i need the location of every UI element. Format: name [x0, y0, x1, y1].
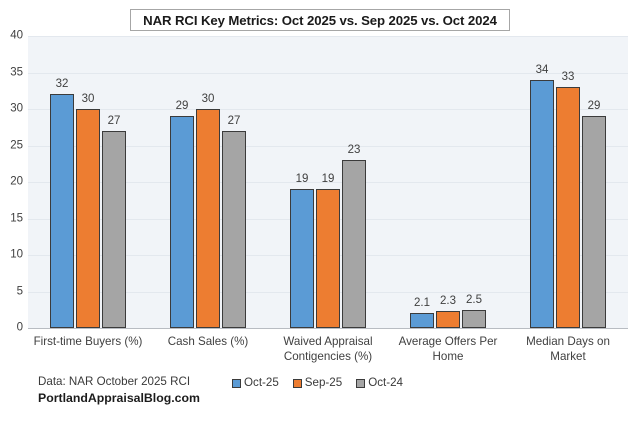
y-axis-tick-label: 15: [10, 211, 23, 224]
y-axis-tick-label: 10: [10, 248, 23, 261]
x-axis-category-line: Waived Appraisal: [283, 335, 373, 348]
x-axis-category-line: First-time Buyers (%): [33, 335, 143, 348]
y-axis-tick-label: 35: [10, 65, 23, 78]
data-source-note: Data: NAR October 2025 RCI: [38, 375, 191, 388]
legend-item[interactable]: Oct-25: [232, 377, 279, 389]
bar[interactable]: [462, 309, 486, 328]
bar-group: 29 30 27: [170, 36, 246, 328]
chart-legend: Oct-25 Sep-25 Oct-24: [232, 375, 417, 391]
chart-title: NAR RCI Key Metrics: Oct 2025 vs. Sep 20…: [130, 9, 510, 31]
bar-value-label: 2.5: [466, 293, 482, 306]
x-axis-category-label: Average Offers Per Home: [388, 334, 508, 364]
legend-label: Sep-25: [304, 376, 343, 390]
bar-value-label: 23: [347, 144, 361, 157]
bar[interactable]: [556, 87, 580, 328]
bar[interactable]: [342, 160, 366, 328]
gridline: [28, 182, 628, 183]
y-axis-tick-label: 25: [10, 138, 23, 151]
legend-item[interactable]: Oct-24: [356, 377, 403, 389]
x-axis-category-line: Average Offers Per: [398, 335, 498, 348]
legend-item[interactable]: Sep-25: [292, 376, 343, 390]
bar[interactable]: [410, 312, 434, 328]
bar[interactable]: [76, 109, 100, 328]
x-axis-category-label: First-time Buyers (%): [28, 334, 148, 349]
bar-value-label: 27: [107, 114, 121, 127]
bar[interactable]: [222, 130, 246, 328]
x-axis-category-line: Market: [550, 350, 586, 363]
x-axis-category-line: Median Days on: [526, 335, 610, 348]
bar-value-label: 33: [561, 71, 575, 84]
x-axis-category-line: Home: [432, 350, 464, 363]
bar[interactable]: [530, 79, 554, 328]
bar-group: 19 19 23: [290, 36, 366, 328]
x-axis-category-label: Median Days on Market: [508, 334, 628, 364]
legend-swatch-icon: [356, 378, 366, 388]
bar-value-label: 27: [227, 114, 241, 127]
x-axis-category-line: Contigencies (%): [283, 350, 373, 363]
bar-value-label: 2.3: [440, 295, 456, 308]
bar-value-label: 32: [55, 78, 69, 91]
bar-group: 34 33 29: [530, 36, 606, 328]
bar-value-label: 29: [587, 100, 601, 113]
bar[interactable]: [170, 116, 194, 328]
x-axis-category-label: Waived Appraisal Contigencies (%): [268, 334, 388, 364]
y-axis-tick-label: 20: [10, 175, 23, 188]
bar[interactable]: [50, 94, 74, 328]
gridline: [28, 72, 628, 74]
legend-label: Oct-24: [368, 376, 403, 390]
x-axis-category-line: Cash Sales (%): [167, 335, 249, 348]
x-axis-baseline: [28, 328, 628, 329]
bar[interactable]: [316, 189, 340, 328]
bar-group: 2.1 2.3 2.5: [410, 36, 486, 328]
website-credit: PortlandAppraisalBlog.com: [38, 391, 200, 405]
gridline: [28, 145, 628, 147]
gridline: [28, 36, 628, 37]
bar-value-label: 30: [201, 93, 215, 105]
bar[interactable]: [196, 109, 220, 328]
legend-label: Oct-25: [244, 376, 279, 390]
bar[interactable]: [582, 116, 606, 328]
bar[interactable]: [102, 130, 126, 328]
bar[interactable]: [436, 311, 460, 328]
bar-value-label: 29: [175, 100, 189, 113]
bar[interactable]: [290, 189, 314, 328]
legend-swatch-icon: [232, 378, 241, 388]
bar-value-label: 30: [81, 93, 95, 105]
x-axis-category-label: Cash Sales (%): [148, 334, 268, 349]
bar-value-label: 2.1: [414, 296, 430, 309]
bar-value-label: 34: [535, 63, 549, 76]
gridline: [28, 109, 628, 110]
bar-group: 32 30 27: [50, 36, 126, 328]
y-axis-tick-label: 5: [16, 284, 23, 297]
legend-swatch-icon: [292, 378, 302, 388]
y-axis-tick-label: 40: [10, 29, 23, 42]
y-axis-tick-label: 30: [10, 102, 23, 115]
bar-value-label: 19: [295, 173, 309, 186]
y-axis: 0 5 10 15 20 25 30 35 40: [0, 30, 23, 333]
y-axis-tick-label: 0: [16, 321, 23, 334]
bar-value-label: 19: [321, 173, 335, 186]
